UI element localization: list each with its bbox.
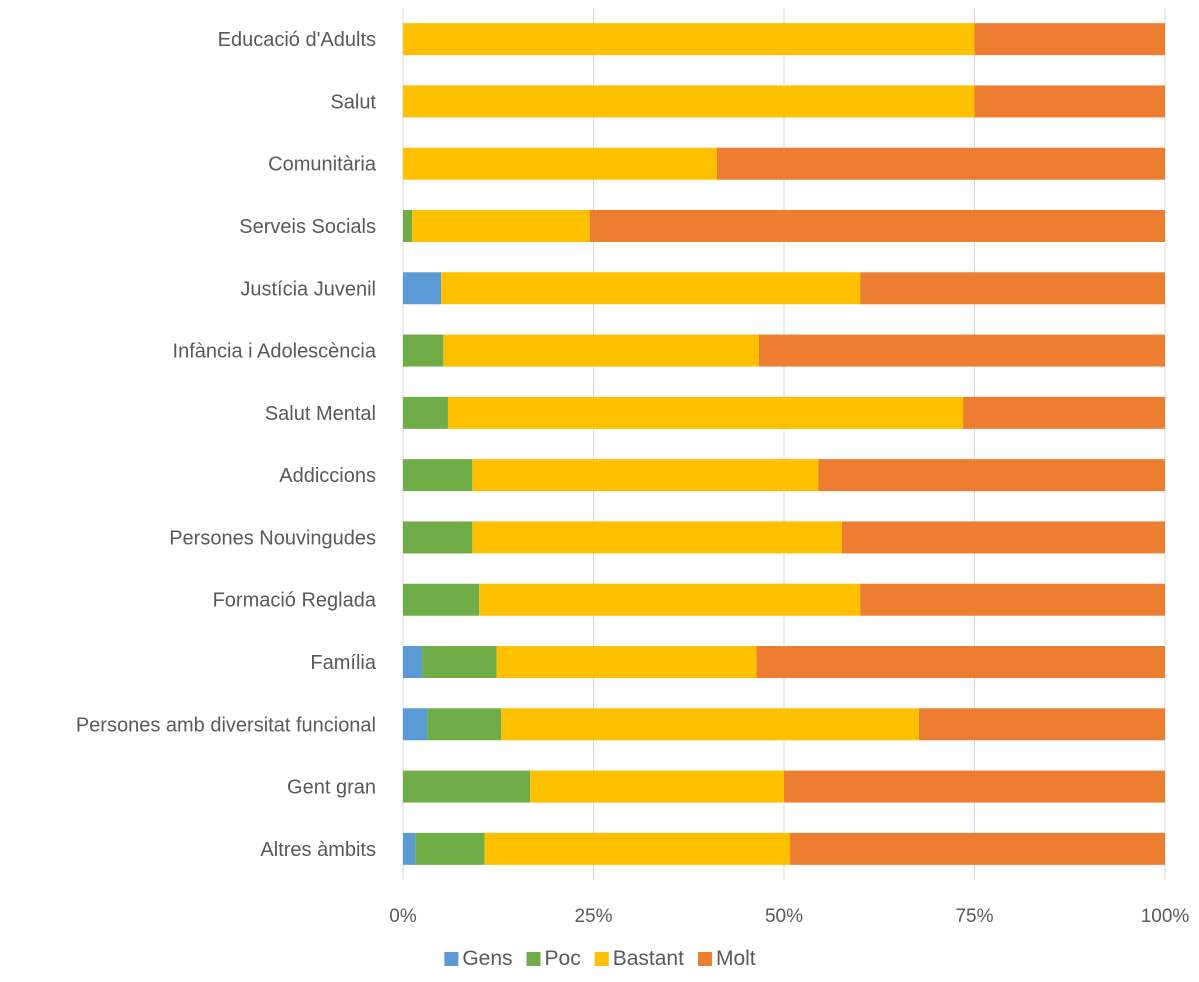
bar-bastant-2 bbox=[403, 147, 717, 180]
bar-bastant-5 bbox=[443, 334, 759, 367]
x-tick-label: 0% bbox=[389, 906, 417, 927]
legend-swatch bbox=[594, 952, 609, 966]
category-label: Educació d'Adults bbox=[218, 29, 376, 51]
bar-molt-8 bbox=[841, 521, 1165, 554]
bar-poc-8 bbox=[403, 521, 473, 554]
x-tick-label: 50% bbox=[765, 906, 803, 927]
legend-item-gens: Gens bbox=[444, 947, 513, 970]
category-label: Comunitària bbox=[268, 154, 377, 176]
bar-molt-7 bbox=[818, 459, 1165, 492]
legend-swatch bbox=[697, 952, 712, 966]
bar-molt-1 bbox=[974, 85, 1165, 118]
legend-label: Bastant bbox=[613, 947, 684, 970]
x-tick-label: 75% bbox=[955, 906, 993, 927]
bar-bastant-4 bbox=[441, 272, 861, 305]
legend-item-poc: Poc bbox=[526, 947, 581, 970]
category-label: Addiccions bbox=[279, 465, 376, 487]
bar-bastant-8 bbox=[472, 521, 842, 554]
bar-poc-5 bbox=[403, 334, 444, 367]
bar-bastant-1 bbox=[403, 85, 975, 118]
bar-bastant-12 bbox=[530, 770, 784, 803]
legend-swatch bbox=[444, 952, 459, 966]
bar-molt-4 bbox=[860, 272, 1165, 305]
bar-molt-12 bbox=[784, 770, 1165, 803]
bar-poc-9 bbox=[403, 583, 480, 616]
legend-item-bastant: Bastant bbox=[594, 947, 684, 970]
legend-swatch bbox=[526, 952, 541, 966]
category-label: Salut bbox=[330, 91, 376, 113]
bar-bastant-13 bbox=[484, 832, 791, 865]
bar-poc-12 bbox=[403, 770, 531, 803]
category-label: Gent gran bbox=[287, 777, 376, 799]
category-label: Família bbox=[310, 652, 376, 674]
bar-bastant-11 bbox=[501, 708, 919, 741]
bar-bastant-0 bbox=[403, 23, 975, 56]
bar-molt-2 bbox=[716, 147, 1165, 180]
bar-gens-4 bbox=[403, 272, 442, 305]
category-label: Salut Mental bbox=[265, 403, 376, 425]
bar-molt-11 bbox=[918, 708, 1165, 741]
category-label: Persones Nouvingudes bbox=[169, 527, 376, 549]
bar-poc-10 bbox=[422, 646, 497, 678]
bar-bastant-3 bbox=[412, 210, 590, 242]
bar-molt-3 bbox=[589, 210, 1165, 242]
legend-label: Poc bbox=[545, 947, 581, 970]
bar-poc-7 bbox=[403, 459, 473, 492]
x-tick-label: 100% bbox=[1141, 906, 1190, 927]
category-label: Formació Reglada bbox=[213, 590, 377, 612]
bar-bastant-7 bbox=[472, 459, 819, 492]
bar-molt-13 bbox=[790, 832, 1165, 865]
legend-label: Gens bbox=[462, 947, 512, 970]
bar-molt-6 bbox=[963, 396, 1165, 429]
category-label: Justícia Juvenil bbox=[240, 278, 376, 300]
bar-molt-9 bbox=[860, 583, 1165, 616]
legend-label: Molt bbox=[716, 947, 756, 970]
bar-poc-6 bbox=[403, 396, 448, 429]
category-label: Infància i Adolescència bbox=[173, 341, 377, 363]
bar-poc-3 bbox=[403, 210, 413, 242]
category-label: Altres àmbits bbox=[260, 839, 376, 861]
bar-poc-13 bbox=[415, 832, 485, 865]
bar-gens-11 bbox=[403, 708, 428, 741]
bar-gens-13 bbox=[403, 832, 416, 865]
bar-gens-10 bbox=[403, 646, 423, 678]
bar-bastant-10 bbox=[496, 646, 757, 678]
bar-molt-0 bbox=[974, 23, 1165, 56]
bar-poc-11 bbox=[427, 708, 502, 741]
bar-bastant-9 bbox=[479, 583, 861, 616]
bar-molt-10 bbox=[756, 646, 1165, 678]
category-label: Persones amb diversitat funcional bbox=[76, 714, 376, 736]
x-tick-label: 25% bbox=[574, 906, 612, 927]
bar-bastant-6 bbox=[447, 396, 964, 429]
legend-item-molt: Molt bbox=[697, 947, 756, 970]
bar-molt-5 bbox=[758, 334, 1165, 367]
category-label: Serveis Socials bbox=[239, 216, 376, 238]
